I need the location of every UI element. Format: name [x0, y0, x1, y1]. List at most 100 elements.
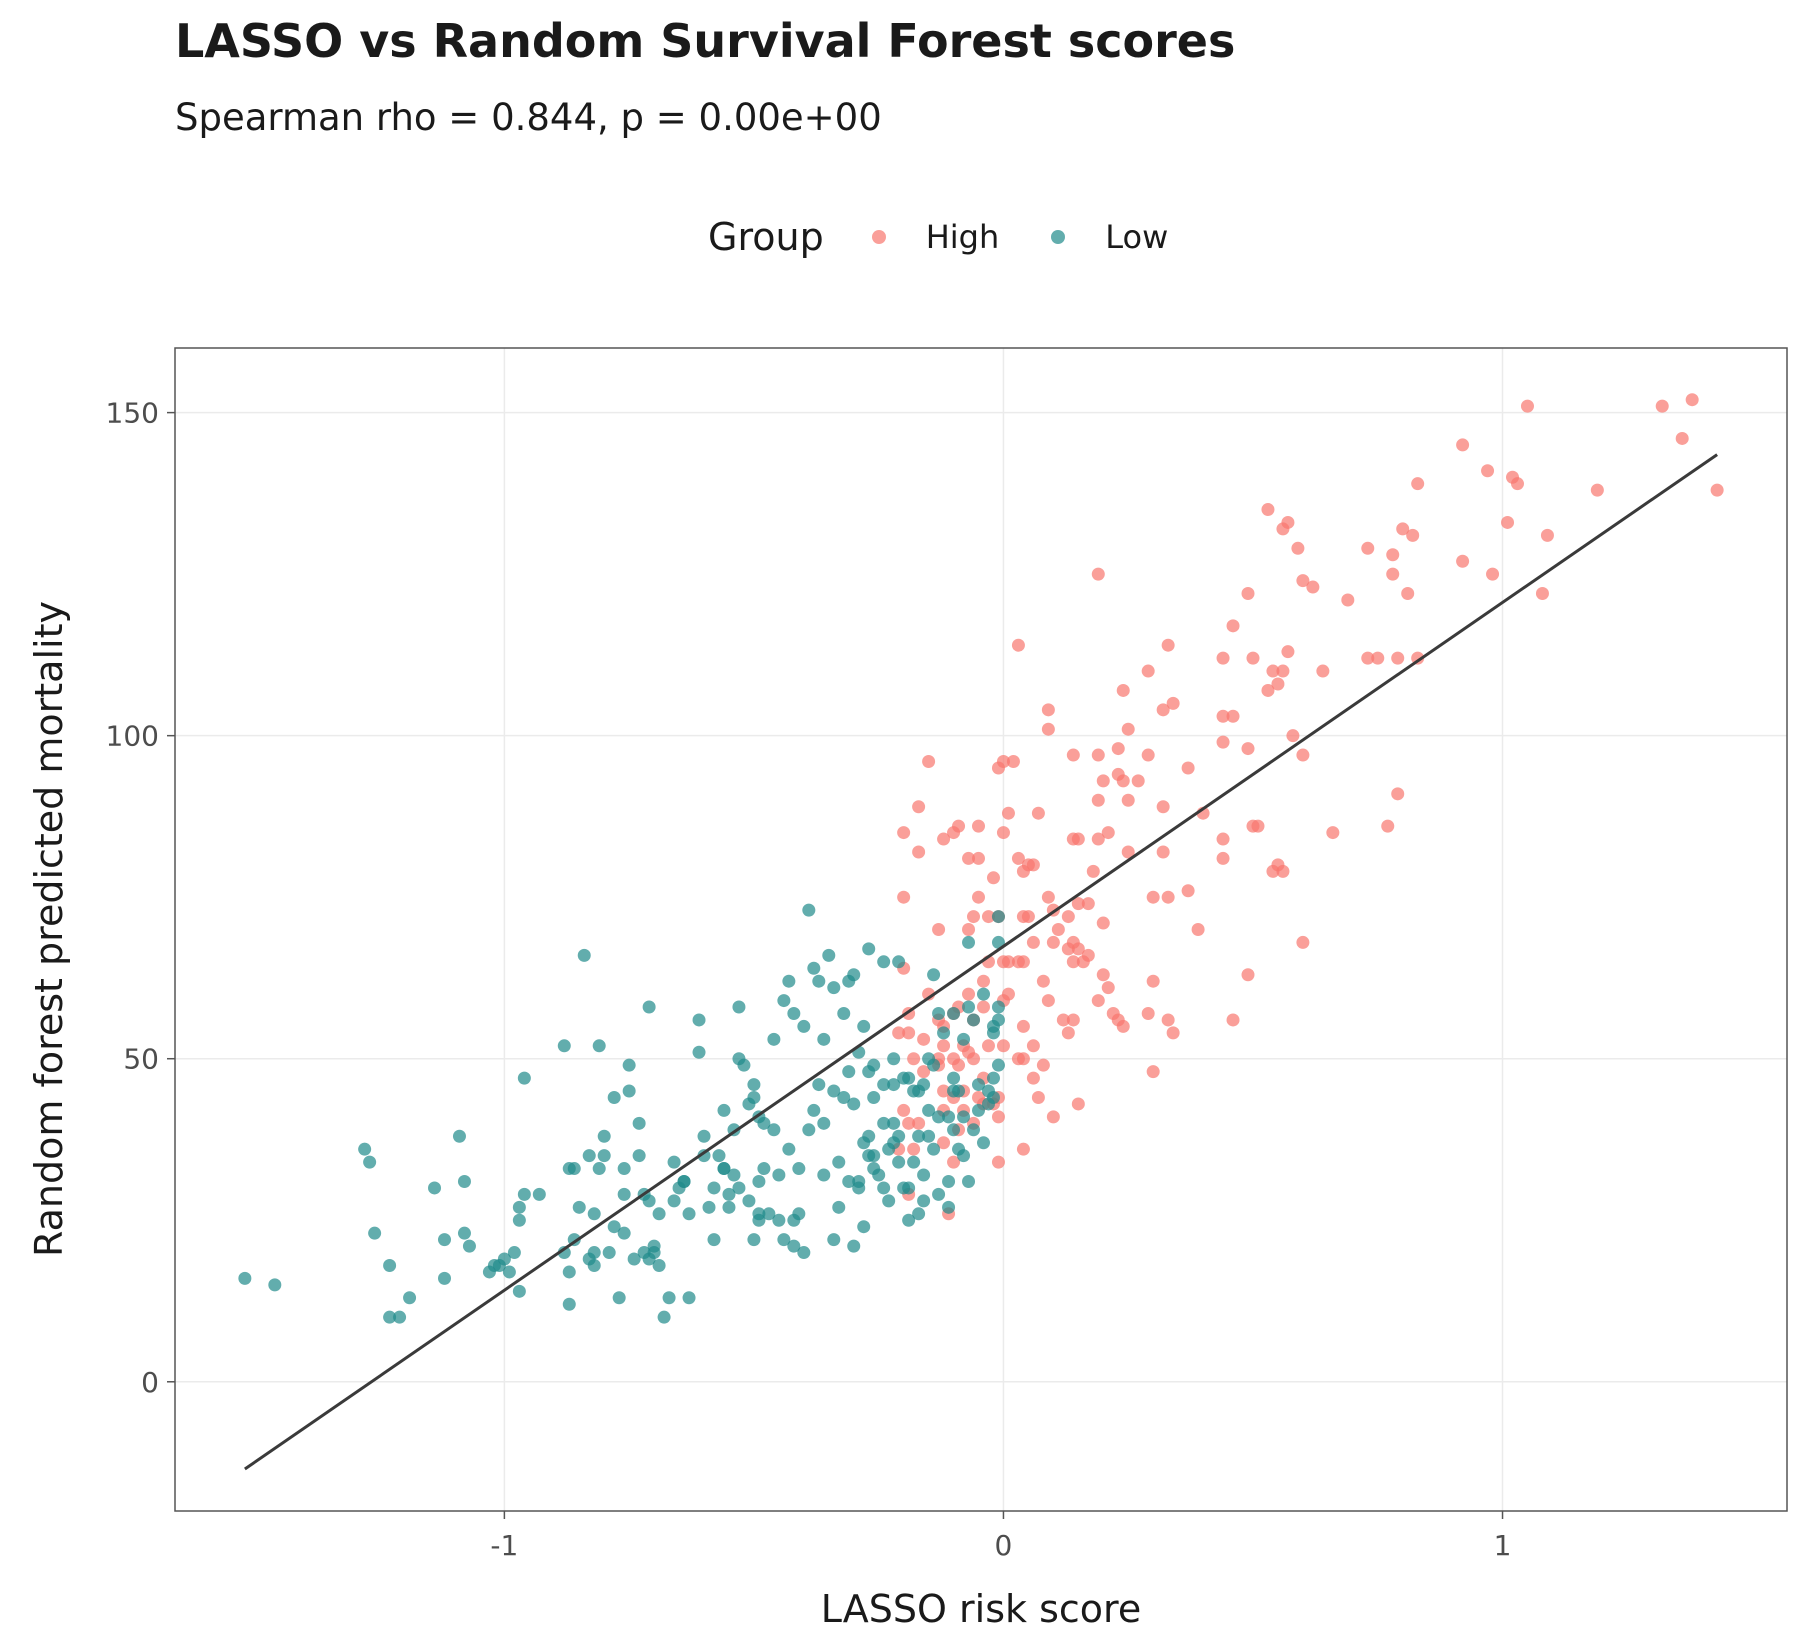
- data-point-low: [986, 1071, 1000, 1085]
- legend: Group High Low: [708, 212, 1220, 262]
- data-point-low: [947, 1123, 961, 1137]
- data-point-low: [622, 1058, 636, 1072]
- data-point-high: [1241, 968, 1255, 982]
- data-point-high: [1091, 793, 1105, 807]
- data-point-high: [1066, 955, 1080, 969]
- data-point-high: [972, 890, 986, 904]
- data-point-high: [1590, 483, 1604, 497]
- data-point-low: [917, 1168, 931, 1182]
- data-point-low: [927, 1058, 941, 1072]
- data-point-low: [887, 1078, 901, 1092]
- data-point-high: [1675, 431, 1689, 445]
- data-point-high: [1520, 399, 1534, 413]
- data-point-high: [1401, 587, 1415, 601]
- data-point-low: [972, 1103, 986, 1117]
- data-point-high: [1226, 709, 1240, 723]
- data-point-high: [922, 755, 936, 769]
- data-point-low: [962, 1174, 976, 1188]
- data-point-high: [1281, 645, 1295, 659]
- data-point-high: [897, 1103, 911, 1117]
- data-point-high: [1116, 1019, 1130, 1033]
- data-point-high: [897, 826, 911, 840]
- data-point-low: [612, 1291, 626, 1305]
- data-point-low: [782, 974, 796, 988]
- data-point-low: [787, 1239, 801, 1253]
- data-point-low: [437, 1271, 451, 1285]
- data-point-high: [962, 851, 976, 865]
- data-point-high: [1066, 1013, 1080, 1027]
- data-point-high: [1076, 955, 1090, 969]
- data-point-high: [1391, 651, 1405, 665]
- data-point-high: [1031, 806, 1045, 820]
- data-point-high: [1026, 1039, 1040, 1053]
- data-point-low: [797, 1246, 811, 1260]
- data-point-high: [1386, 567, 1400, 581]
- data-point-high: [1121, 722, 1135, 736]
- data-point-low: [732, 1000, 746, 1014]
- data-point-high: [967, 910, 981, 924]
- data-point-low: [562, 1297, 576, 1311]
- y-tick-label: 150: [106, 397, 159, 430]
- data-point-high: [1241, 742, 1255, 756]
- data-point-low: [857, 1019, 871, 1033]
- data-point-low: [877, 1116, 891, 1130]
- data-point-high: [1056, 1013, 1070, 1027]
- data-point-low: [967, 1013, 981, 1027]
- data-point-high: [1276, 522, 1290, 536]
- data-point-low: [857, 1220, 871, 1234]
- data-point-high: [1216, 832, 1230, 846]
- data-point-high: [1685, 393, 1699, 407]
- data-point-low: [917, 1078, 931, 1092]
- data-point-high: [1041, 703, 1055, 717]
- data-point-high: [907, 1142, 921, 1156]
- data-point-low: [937, 1026, 951, 1040]
- data-point-low: [642, 1194, 656, 1208]
- data-point-high: [1096, 968, 1110, 982]
- data-point-low: [981, 1097, 995, 1111]
- data-point-high: [1486, 567, 1500, 581]
- data-point-high: [1071, 832, 1085, 846]
- data-point-low: [393, 1310, 407, 1324]
- data-point-low: [862, 942, 876, 956]
- data-point-low: [647, 1239, 661, 1253]
- y-tick-label: 100: [106, 720, 159, 753]
- data-point-low: [597, 1129, 611, 1143]
- data-point-low: [677, 1174, 691, 1188]
- data-point-high: [1161, 638, 1175, 652]
- data-point-high: [912, 800, 926, 814]
- data-point-low: [662, 1291, 676, 1305]
- data-point-low: [762, 1207, 776, 1221]
- data-point-high: [1241, 587, 1255, 601]
- data-point-high: [947, 1155, 961, 1169]
- data-point-high: [1216, 709, 1230, 723]
- data-point-low: [517, 1187, 531, 1201]
- legend-item-low: Low: [1051, 218, 1168, 256]
- data-point-low: [652, 1207, 666, 1221]
- data-point-high: [1116, 774, 1130, 788]
- data-point-high: [1071, 942, 1085, 956]
- data-point-high: [996, 826, 1010, 840]
- y-tick-label: 50: [123, 1043, 159, 1076]
- data-point-low: [792, 1162, 806, 1176]
- data-point-high: [1041, 890, 1055, 904]
- data-point-high: [991, 1155, 1005, 1169]
- data-point-high: [1296, 748, 1310, 762]
- data-point-low: [862, 1129, 876, 1143]
- data-point-high: [1226, 619, 1240, 633]
- data-point-low: [592, 1039, 606, 1053]
- data-point-low: [812, 974, 826, 988]
- data-point-low: [587, 1258, 601, 1272]
- data-point-high: [952, 1058, 966, 1072]
- y-axis-title: Random forest predicted mortality: [27, 601, 71, 1257]
- series-low: [238, 903, 1005, 1324]
- data-point-high: [1276, 664, 1290, 678]
- data-point-high: [972, 819, 986, 833]
- fit-line: [244, 453, 1718, 1471]
- data-point-high: [1406, 528, 1420, 542]
- data-point-low: [777, 994, 791, 1008]
- data-point-low: [847, 1239, 861, 1253]
- data-point-high: [1026, 1071, 1040, 1085]
- data-point-low: [847, 968, 861, 982]
- data-point-low: [862, 1065, 876, 1079]
- data-point-high: [1061, 910, 1075, 924]
